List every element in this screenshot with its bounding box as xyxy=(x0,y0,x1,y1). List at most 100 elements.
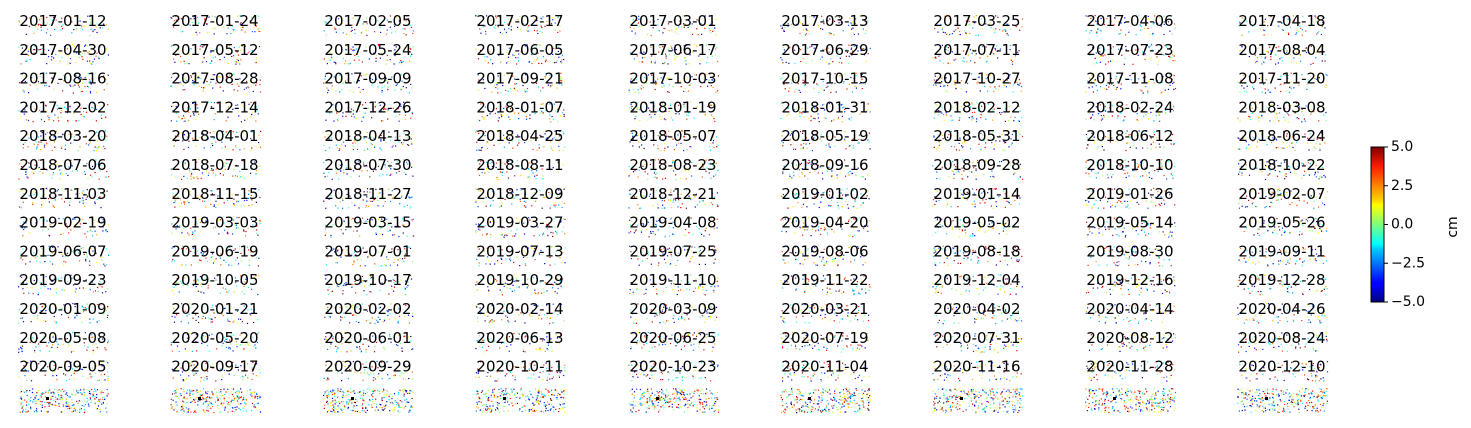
displacement-panel xyxy=(170,43,261,65)
panel-pixel xyxy=(661,24,663,26)
panel-pixel xyxy=(28,92,30,94)
panel-pixel xyxy=(1085,30,1087,32)
panel-pixel xyxy=(499,51,501,53)
panel-pixel xyxy=(77,78,79,80)
panel-pixel xyxy=(817,25,819,27)
panel-pixel xyxy=(485,31,487,33)
panel-pixel xyxy=(847,204,849,206)
panel-pixel xyxy=(525,206,527,208)
panel-pixel xyxy=(210,51,212,53)
panel-pixel xyxy=(29,59,31,61)
panel-pixel xyxy=(673,149,675,151)
panel-pixel xyxy=(501,203,503,205)
panel-pixel xyxy=(1085,91,1087,93)
panel-pixel xyxy=(825,118,827,120)
panel-pixel xyxy=(972,49,974,51)
panel-pixel xyxy=(374,145,376,147)
panel-pixel xyxy=(631,30,633,32)
panel-pixel xyxy=(561,59,563,61)
panel-pixel xyxy=(326,72,328,74)
panel-pixel xyxy=(828,63,830,65)
panel-pixel xyxy=(190,18,192,20)
panel-pixel xyxy=(1266,51,1269,53)
panel-pixel xyxy=(1138,15,1140,17)
panel-pixel xyxy=(107,74,109,76)
panel-pixel xyxy=(89,34,91,37)
panel-pixel xyxy=(957,206,959,208)
panel-pixel xyxy=(526,44,528,46)
panel-pixel xyxy=(542,175,544,177)
panel-pixel xyxy=(512,54,514,56)
panel-pixel xyxy=(558,56,560,58)
panel-pixel xyxy=(975,178,977,180)
panel-pixel xyxy=(335,63,337,65)
panel-pixel xyxy=(990,205,993,207)
panel-pixel xyxy=(690,146,692,148)
panel-pixel xyxy=(1274,116,1276,119)
panel-pixel xyxy=(40,206,43,209)
displacement-panel xyxy=(18,72,109,94)
panel-pixel xyxy=(536,30,538,32)
panel-pixel xyxy=(51,177,53,179)
panel-pixel xyxy=(848,118,850,120)
panel-pixel xyxy=(1103,207,1105,209)
panel-pixel xyxy=(1245,91,1248,93)
panel-pixel xyxy=(701,33,703,35)
panel-pixel xyxy=(1248,148,1250,150)
panel-pixel xyxy=(558,204,560,206)
panel-pixel xyxy=(662,46,664,48)
panel-pixel xyxy=(805,33,808,35)
panel-pixel xyxy=(1124,57,1126,59)
panel-pixel xyxy=(829,62,831,64)
panel-pixel xyxy=(977,34,979,36)
panel-pixel xyxy=(557,50,559,53)
panel-pixel xyxy=(965,232,967,234)
panel-pixel xyxy=(1241,46,1243,48)
panel-pixel xyxy=(683,90,685,92)
panel-pixel xyxy=(89,62,91,64)
panel-pixel xyxy=(240,59,242,61)
displacement-panel xyxy=(170,15,261,36)
panel-pixel xyxy=(508,47,510,49)
panel-pixel xyxy=(1140,89,1142,91)
panel-pixel xyxy=(1150,45,1152,47)
panel-pixel xyxy=(564,218,566,220)
panel-pixel xyxy=(29,17,31,19)
panel-pixel xyxy=(53,72,55,74)
panel-pixel xyxy=(980,150,982,152)
panel-pixel xyxy=(535,46,537,48)
panel-pixel xyxy=(1238,148,1240,150)
panel-pixel xyxy=(46,28,49,30)
panel-pixel xyxy=(647,119,649,121)
panel-pixel xyxy=(352,145,354,147)
panel-pixel xyxy=(801,23,804,25)
panel-pixel xyxy=(352,91,354,93)
panel-pixel xyxy=(19,206,21,208)
panel-pixel xyxy=(809,46,811,48)
panel-pixel xyxy=(1092,91,1094,93)
panel-pixel xyxy=(1110,60,1112,62)
panel-pixel xyxy=(955,58,957,60)
panel-pixel xyxy=(814,118,816,120)
panel-pixel xyxy=(829,33,831,35)
panel-pixel xyxy=(76,28,78,30)
panel-pixel xyxy=(526,90,528,92)
panel-pixel xyxy=(1322,45,1324,47)
panel-pixel xyxy=(554,18,556,20)
panel-pixel xyxy=(190,178,192,180)
panel-pixel xyxy=(171,232,173,234)
panel-pixel xyxy=(46,16,48,19)
panel-pixel xyxy=(69,62,71,64)
panel-pixel xyxy=(202,61,204,63)
panel-pixel xyxy=(1269,206,1271,208)
panel-pixel xyxy=(1263,61,1265,63)
panel-pixel xyxy=(84,205,86,207)
panel-pixel xyxy=(525,118,528,120)
panel-pixel xyxy=(859,46,861,48)
panel-pixel xyxy=(1166,178,1168,180)
panel-pixel xyxy=(67,174,69,176)
panel-pixel xyxy=(181,74,183,76)
panel-pixel xyxy=(685,178,687,180)
panel-pixel xyxy=(1121,48,1123,50)
panel-pixel xyxy=(380,149,382,151)
